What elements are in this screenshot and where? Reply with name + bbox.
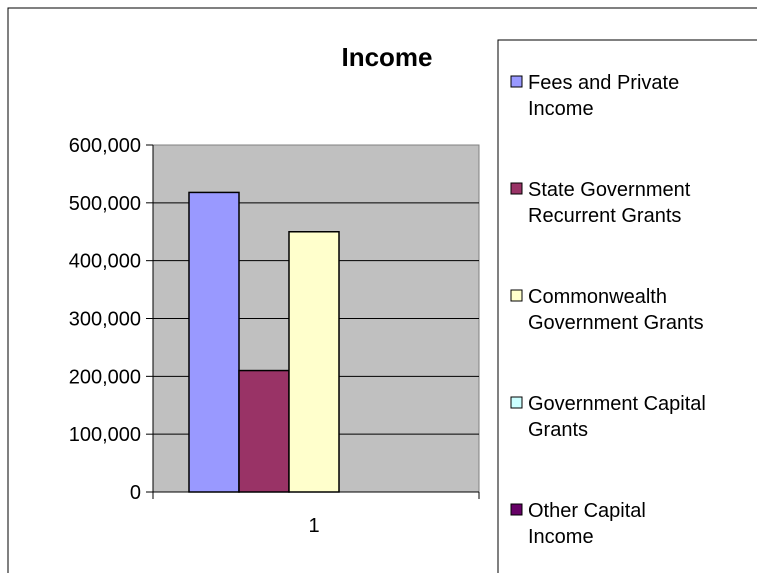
legend-swatch-5	[510, 503, 523, 516]
y-tick-label: 200,000	[69, 366, 141, 388]
y-tick-label: 500,000	[69, 193, 141, 215]
x-axis: 1	[152, 491, 480, 537]
bar-3	[288, 231, 340, 493]
y-tick-label: 100,000	[69, 424, 141, 446]
y-axis: 0 100,000 200,000 300,000 400,000 500,000 600,…	[69, 135, 154, 504]
legend-entry-4: Government Capital Grants	[528, 393, 706, 441]
y-tick-label: 300,000	[69, 309, 141, 331]
legend-entry-3: Commonwealth Government Grants	[528, 286, 704, 334]
legend-swatch-3	[510, 289, 523, 302]
legend-box	[497, 39, 757, 578]
x-tick-label: 1	[308, 515, 319, 537]
legend-entry-2: State Government Recurrent Grants	[528, 179, 691, 227]
bars	[188, 191, 340, 493]
y-tick-label: 0	[130, 482, 141, 504]
legend-entry-1: Fees and Private Income	[528, 72, 679, 120]
y-tick-label: 600,000	[69, 135, 141, 157]
chart-title: Income	[341, 42, 432, 72]
legend: Fees and Private Income State Government Re…	[510, 72, 706, 548]
legend-swatch-2	[510, 182, 523, 195]
y-tick-label: 400,000	[69, 251, 141, 273]
bar-2	[238, 369, 290, 493]
legend-swatch-4	[510, 396, 523, 409]
bar-1	[188, 191, 240, 493]
legend-swatch-1	[510, 75, 523, 88]
legend-entry-5: Other Capital Income	[528, 500, 646, 548]
